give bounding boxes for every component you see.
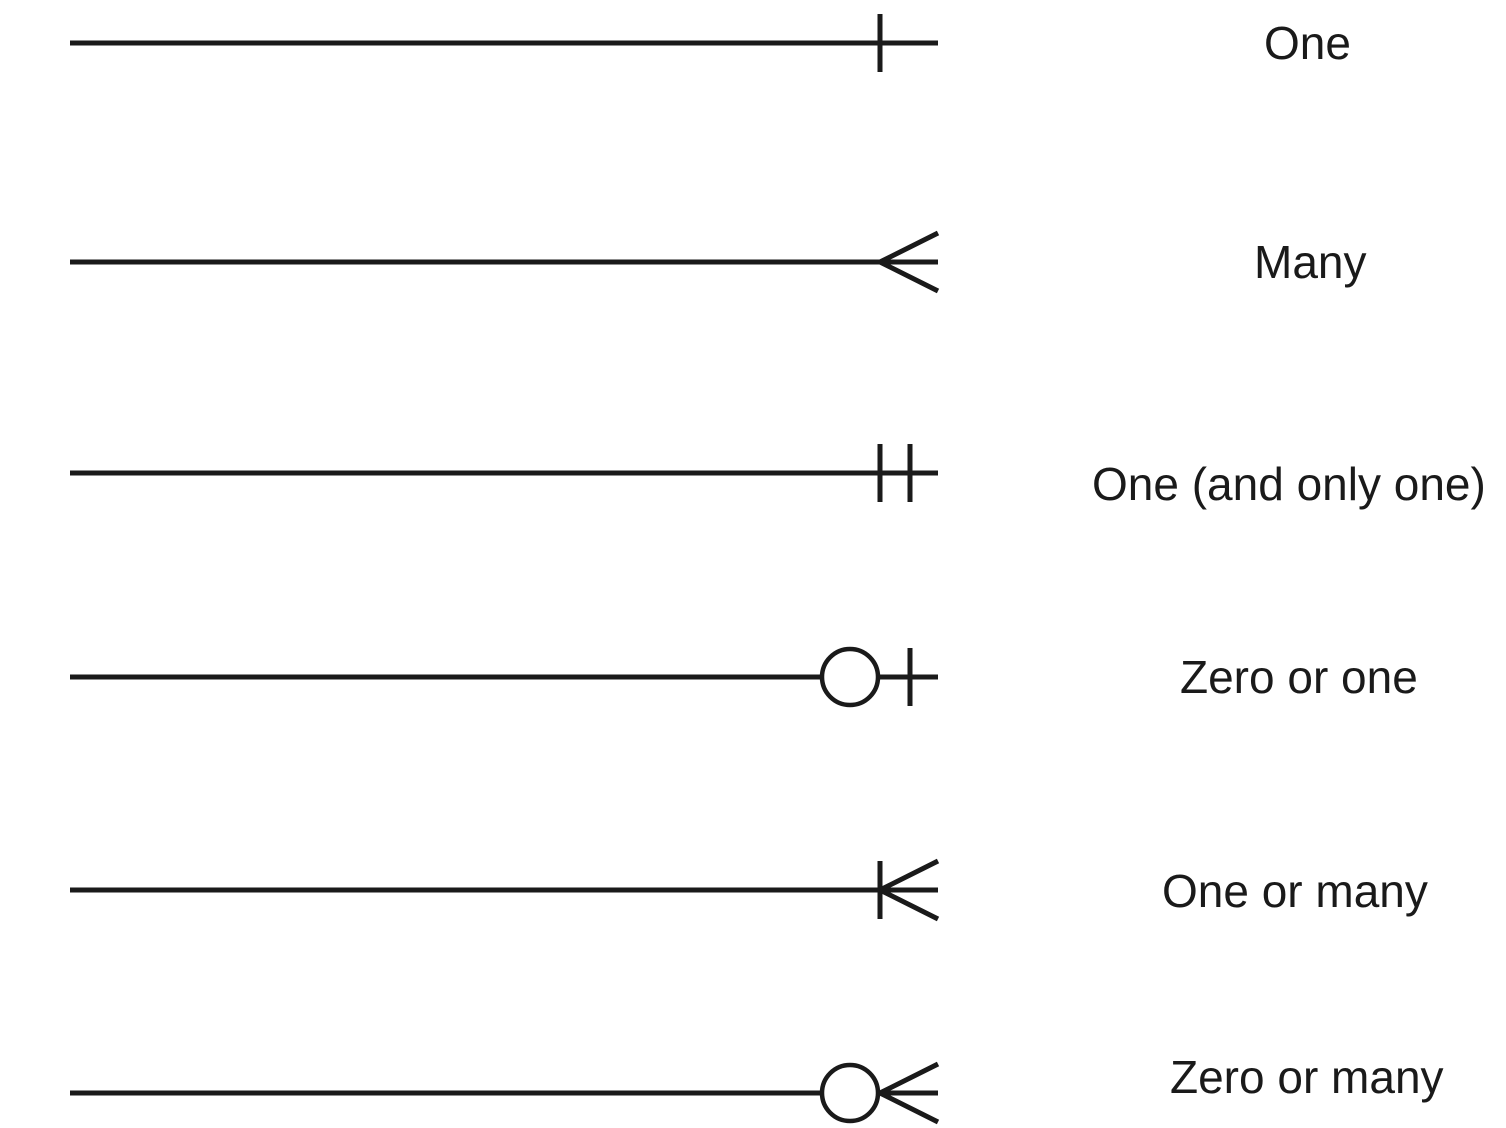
circle-mark (819, 646, 881, 708)
notation-label-one-or-many: One or many (1162, 865, 1428, 917)
crows-foot-upper (878, 1061, 940, 1096)
notation-row-one: One (70, 14, 1351, 72)
notation-label-zero-or-one: Zero or one (1180, 651, 1418, 703)
crows-foot-lower (878, 259, 940, 294)
notation-label-one: One (1264, 17, 1351, 69)
notation-row-one-and-only-one: One (and only one) (70, 444, 1486, 510)
notation-label-one-and-only-one: One (and only one) (1092, 458, 1486, 510)
notation-row-zero-or-one: Zero or one (70, 646, 1418, 708)
notation-label-many: Many (1254, 236, 1366, 288)
notation-row-zero-or-many: Zero or many (70, 1051, 1444, 1125)
notation-row-one-or-many: One or many (70, 858, 1428, 922)
crows-foot-upper (878, 230, 940, 265)
crows-foot-lower (878, 1090, 940, 1125)
crows-foot-lower (878, 887, 940, 922)
notation-label-zero-or-many: Zero or many (1170, 1051, 1444, 1103)
notation-row-many: Many (70, 230, 1366, 294)
circle-mark (819, 1062, 881, 1124)
crows-foot-upper (878, 858, 940, 893)
